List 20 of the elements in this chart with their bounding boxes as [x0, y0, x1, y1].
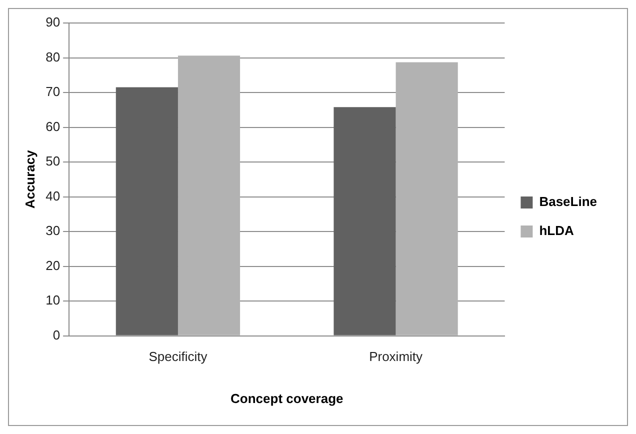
y-tick-label: 50: [46, 154, 60, 169]
legend-label: hLDA: [539, 223, 574, 238]
y-tick-label: 30: [46, 223, 60, 238]
bar: [334, 107, 396, 336]
y-tick-label: 90: [46, 14, 60, 30]
x-axis-title: Concept coverage: [230, 390, 344, 406]
bar: [396, 62, 458, 336]
x-tick-label: Proximity: [369, 349, 424, 364]
bar: [116, 87, 178, 336]
y-tick-label: 40: [46, 188, 60, 204]
x-tick-label: Specificity: [148, 349, 208, 364]
y-tick-label: 60: [46, 118, 60, 134]
y-tick-label: 20: [46, 258, 60, 273]
legend-label: BaseLine: [539, 194, 598, 210]
y-axis-title: Accuracy: [22, 149, 38, 209]
y-tick-label: 0: [52, 327, 60, 342]
y-tick-label: 10: [46, 292, 60, 308]
y-tick-label: 80: [46, 49, 60, 64]
bar: [178, 56, 240, 336]
y-tick-label: 70: [46, 84, 60, 100]
